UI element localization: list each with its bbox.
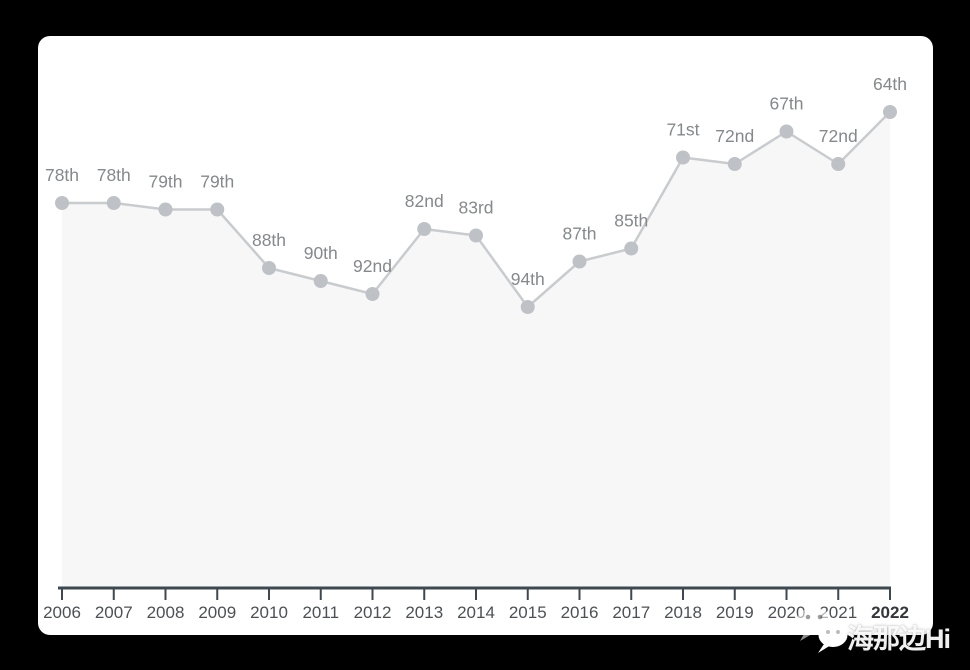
x-axis-label: 2009	[198, 603, 236, 622]
data-point-label: 72nd	[715, 126, 754, 146]
data-point-label: 88th	[252, 230, 286, 250]
data-point	[520, 300, 535, 314]
data-point	[779, 124, 794, 139]
watermark-text: 海那边Hi	[847, 624, 951, 654]
x-axis-label: 2013	[405, 603, 443, 622]
x-axis-label: 2007	[95, 603, 133, 622]
data-point	[417, 222, 432, 236]
data-point-label: 94th	[511, 269, 545, 289]
data-point	[210, 202, 225, 217]
watermark: 海那边Hi	[793, 603, 951, 657]
x-axis-label: 2016	[561, 603, 599, 622]
data-point-label: 78th	[97, 165, 131, 185]
data-point	[676, 150, 690, 165]
x-axis-label: 2020	[768, 603, 806, 622]
x-axis-label: 2015	[509, 603, 547, 622]
x-axis-label: 2010	[250, 603, 288, 622]
wechat-icon	[797, 607, 848, 653]
x-axis-label: 2019	[716, 603, 754, 622]
x-axis-label: 2011	[302, 603, 339, 622]
data-point	[262, 261, 276, 275]
data-point-label: 64th	[873, 74, 907, 94]
x-axis-label: 2017	[612, 603, 650, 622]
data-point-label: 82nd	[405, 191, 444, 211]
data-point-label: 71st	[666, 120, 699, 140]
data-point	[158, 202, 173, 217]
data-point	[831, 157, 846, 171]
data-point	[365, 287, 380, 301]
data-point	[469, 228, 483, 243]
data-point	[55, 196, 69, 210]
data-point	[883, 105, 897, 119]
data-point-label: 92nd	[353, 256, 392, 276]
x-axis-label: 2006	[43, 603, 81, 622]
data-point-label: 72nd	[819, 126, 858, 146]
area-fill	[62, 112, 890, 588]
data-point	[572, 254, 587, 269]
data-point-label: 79th	[148, 172, 182, 192]
x-axis-label: 2014	[457, 603, 495, 622]
x-axis-label: 2018	[664, 603, 702, 622]
x-axis-label: 2012	[354, 603, 392, 622]
data-point-label: 79th	[200, 172, 234, 192]
data-point-label: 85th	[614, 211, 648, 231]
data-point-label: 87th	[562, 224, 596, 244]
x-axis-label: 2022	[871, 603, 909, 622]
data-point-label: 83rd	[458, 198, 493, 218]
data-point	[624, 241, 639, 256]
x-axis-label: 2008	[147, 603, 185, 622]
data-point-label: 78th	[45, 165, 79, 185]
data-point	[106, 196, 121, 210]
data-point-label: 67th	[769, 94, 803, 114]
data-point	[727, 157, 742, 171]
data-point-label: 90th	[304, 243, 338, 263]
data-point	[313, 274, 328, 288]
